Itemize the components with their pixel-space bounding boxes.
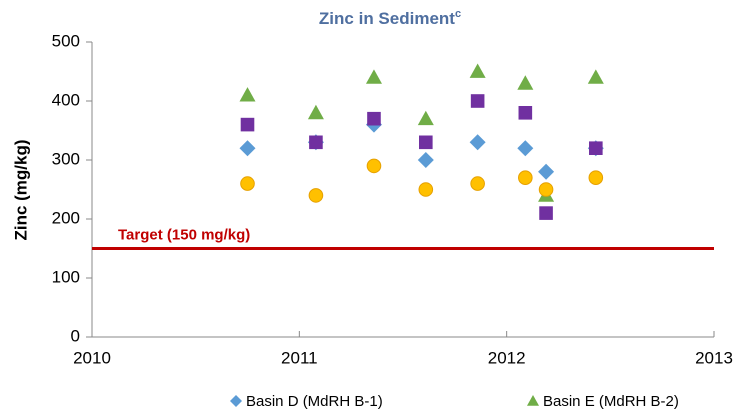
point — [239, 87, 256, 102]
y-tick-label: 300 — [52, 149, 80, 168]
x-tick-label: 2012 — [488, 348, 526, 367]
point — [309, 135, 323, 150]
x-tick-label: 2013 — [695, 348, 733, 367]
chart-title: Zinc in Sedimentc — [319, 8, 461, 29]
point — [469, 63, 486, 78]
point — [517, 75, 534, 90]
point — [308, 188, 324, 203]
point — [589, 141, 603, 155]
legend-label: Basin D (MdRH B-1) — [246, 393, 383, 410]
point — [538, 182, 554, 197]
point — [517, 140, 534, 157]
legend-label: Basin E (MdRH B-2) — [543, 393, 679, 410]
point — [418, 182, 434, 197]
point — [365, 69, 382, 84]
point — [587, 69, 604, 84]
point — [417, 152, 434, 168]
point — [469, 134, 486, 151]
point — [239, 140, 256, 157]
point — [240, 176, 255, 191]
legend-marker — [230, 395, 242, 407]
y-axis-label: Zinc (mg/kg) — [11, 139, 30, 240]
point — [539, 206, 553, 220]
y-tick-label: 500 — [52, 31, 80, 50]
point — [367, 111, 381, 126]
x-tick-label: 2010 — [73, 348, 111, 367]
point — [419, 135, 433, 150]
point — [470, 176, 485, 191]
title-superscript: c — [455, 8, 461, 20]
point — [538, 163, 555, 180]
x-tick-label: 2011 — [281, 348, 318, 367]
title-text: Zinc in Sediment — [319, 9, 455, 28]
legend-marker — [527, 395, 539, 406]
y-tick-label: 400 — [52, 90, 80, 109]
point — [518, 170, 533, 185]
point — [588, 170, 604, 185]
point — [470, 94, 485, 108]
y-tick-label: 200 — [52, 208, 80, 227]
y-tick-label: 100 — [52, 267, 80, 286]
point — [366, 158, 382, 174]
point — [518, 106, 533, 120]
y-tick-label: 0 — [71, 326, 80, 345]
target-label: Target (150 mg/kg) — [118, 226, 250, 243]
point — [240, 117, 255, 132]
point — [307, 104, 324, 120]
point — [417, 110, 434, 126]
